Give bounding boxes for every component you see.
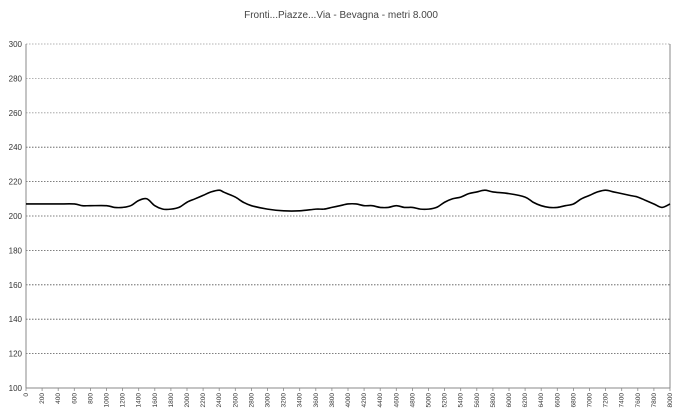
y-tick-label-280: 280 xyxy=(9,74,23,83)
x-tick-label-1600: 1600 xyxy=(152,393,159,408)
x-tick-label-5800: 5800 xyxy=(490,393,497,408)
y-tick-label-120: 120 xyxy=(9,350,23,359)
x-tick-label-200: 200 xyxy=(39,393,46,404)
x-axis-ticks: 0 200 400 600 800 1000 1200 1400 1600 1800 2000 220… xyxy=(23,393,674,408)
x-tick-label-600: 600 xyxy=(71,393,78,404)
x-tick-label-6200: 6200 xyxy=(522,393,529,408)
series-line-0 xyxy=(25,189,671,212)
x-tick-label-7400: 7400 xyxy=(619,393,626,408)
x-tick-label-2000: 2000 xyxy=(184,393,191,408)
x-tick-label-0: 0 xyxy=(23,393,30,397)
axes xyxy=(25,44,671,391)
y-tick-label-240: 240 xyxy=(9,143,23,152)
y-tick-label-140: 140 xyxy=(9,315,23,324)
x-tick-label-3200: 3200 xyxy=(281,393,288,408)
y-axis-ticks: 100 120 140 160 180 200 220 240 260 280 300 xyxy=(9,40,23,393)
y-tick-label-100: 100 xyxy=(9,384,23,393)
y-tick-label-220: 220 xyxy=(9,178,23,187)
y-tick-label-160: 160 xyxy=(9,281,23,290)
x-tick-label-3000: 3000 xyxy=(265,393,272,408)
x-tick-label-4000: 4000 xyxy=(345,393,352,408)
gridlines xyxy=(26,43,670,355)
x-tick-label-3600: 3600 xyxy=(313,393,320,408)
x-tick-label-4400: 4400 xyxy=(377,393,384,408)
x-tick-label-6000: 6000 xyxy=(506,393,513,408)
x-tick-label-4200: 4200 xyxy=(361,393,368,408)
x-tick-label-400: 400 xyxy=(55,393,62,404)
y-tick-label-200: 200 xyxy=(9,212,23,221)
x-tick-label-3800: 3800 xyxy=(329,393,336,408)
x-tick-label-7600: 7600 xyxy=(635,393,642,408)
y-tick-label-260: 260 xyxy=(9,109,23,118)
x-tick-label-5400: 5400 xyxy=(458,393,465,408)
x-tick-label-5600: 5600 xyxy=(474,393,481,408)
x-tick-label-6800: 6800 xyxy=(570,393,577,408)
x-tick-label-1000: 1000 xyxy=(104,393,111,408)
x-tick-label-4800: 4800 xyxy=(409,393,416,408)
y-tick-label-180: 180 xyxy=(9,246,23,255)
chart-title: Fronti...Piazze...Via - Bevagna - metri … xyxy=(244,10,438,21)
x-tick-label-1400: 1400 xyxy=(136,393,143,408)
x-tick-label-2800: 2800 xyxy=(248,393,255,408)
x-tick-label-2200: 2200 xyxy=(200,393,207,408)
x-tick-label-8000: 8000 xyxy=(667,393,674,408)
x-tick-label-7200: 7200 xyxy=(603,393,610,408)
x-tick-label-7800: 7800 xyxy=(651,393,658,408)
y-tick-label-300: 300 xyxy=(9,40,23,49)
x-tick-label-7000: 7000 xyxy=(587,393,594,408)
x-tick-label-2400: 2400 xyxy=(216,393,223,408)
x-tick-label-6600: 6600 xyxy=(554,393,561,408)
x-tick-label-800: 800 xyxy=(87,393,94,404)
series-group xyxy=(25,189,671,212)
x-tick-label-1800: 1800 xyxy=(168,393,175,408)
x-tick-label-1200: 1200 xyxy=(120,393,127,408)
x-tick-label-2600: 2600 xyxy=(232,393,239,408)
x-tick-label-5200: 5200 xyxy=(442,393,449,408)
x-tick-label-5000: 5000 xyxy=(426,393,433,408)
x-tick-label-4600: 4600 xyxy=(393,393,400,408)
x-tick-label-6400: 6400 xyxy=(538,393,545,408)
x-tick-label-3400: 3400 xyxy=(297,393,304,408)
